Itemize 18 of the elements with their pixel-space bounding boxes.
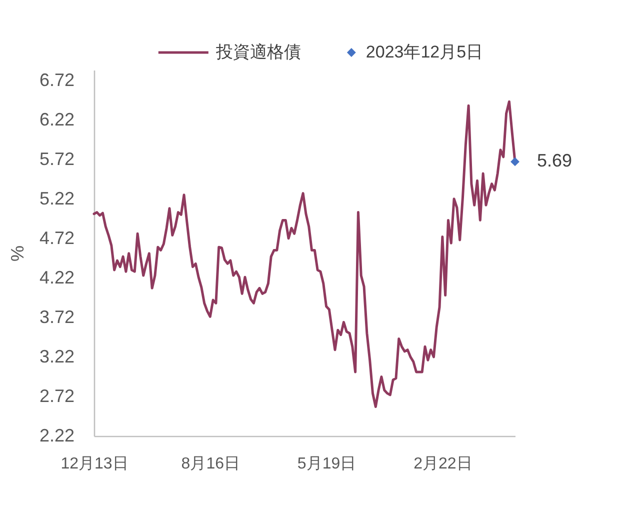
y-tick-label: 5.22: [39, 188, 74, 208]
y-tick-label: 3.22: [39, 346, 74, 366]
y-tick-label: 6.72: [39, 70, 74, 90]
x-tick-label: 5月19日: [297, 456, 356, 472]
y-tick-label: 6.22: [39, 109, 74, 130]
y-tick-label: 4.22: [39, 267, 74, 288]
y-tick-label: 4.72: [39, 228, 74, 248]
y-tick-label: 2.72: [39, 386, 74, 406]
x-tick-label: 12月13日: [60, 456, 128, 472]
legend-label: 2023年12月5日: [366, 42, 484, 62]
x-tick-label: 2月22日: [414, 456, 472, 472]
data-label: 5.69: [537, 150, 572, 171]
y-axis-title: %: [7, 245, 28, 262]
y-tick-label: 3.72: [39, 306, 74, 327]
x-tick-label: 8月16日: [181, 456, 240, 472]
y-tick-label: 5.72: [39, 148, 74, 169]
legend-label: 投資適格債: [214, 42, 301, 62]
y-tick-label: 2.22: [39, 426, 74, 446]
